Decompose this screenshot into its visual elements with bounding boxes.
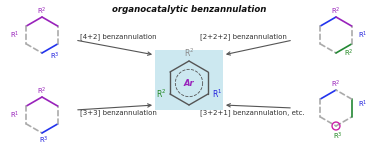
Text: organocatalytic benzannulation: organocatalytic benzannulation [112, 5, 266, 14]
Text: R$^2$: R$^2$ [37, 5, 47, 17]
Text: R$^2$: R$^2$ [344, 48, 354, 59]
Text: R$^2$: R$^2$ [37, 85, 47, 97]
Text: R$^1$: R$^1$ [10, 29, 20, 41]
Text: [4+2] benzannulation: [4+2] benzannulation [80, 34, 156, 40]
Text: R$^3$: R$^3$ [50, 51, 60, 62]
FancyBboxPatch shape [155, 50, 223, 110]
Text: [3+2+1] benzannulation, etc.: [3+2+1] benzannulation, etc. [200, 110, 305, 116]
Text: R$^2$: R$^2$ [184, 47, 194, 59]
Text: R$^1$: R$^1$ [10, 109, 20, 121]
Text: R$^3$: R$^3$ [39, 134, 49, 144]
Text: R$^3$: R$^3$ [333, 130, 343, 142]
Text: R$^1$: R$^1$ [358, 98, 368, 110]
Text: R$^1$: R$^1$ [212, 88, 222, 100]
Text: R$^2$: R$^2$ [156, 88, 166, 100]
Text: R$^1$: R$^1$ [358, 29, 368, 41]
Text: [2+2+2] benzannulation: [2+2+2] benzannulation [200, 34, 287, 40]
Text: [3+3] benzannulation: [3+3] benzannulation [80, 110, 157, 116]
Text: R$^2$: R$^2$ [331, 5, 341, 17]
Text: R$^2$: R$^2$ [331, 78, 341, 90]
Text: Ar: Ar [184, 78, 194, 88]
